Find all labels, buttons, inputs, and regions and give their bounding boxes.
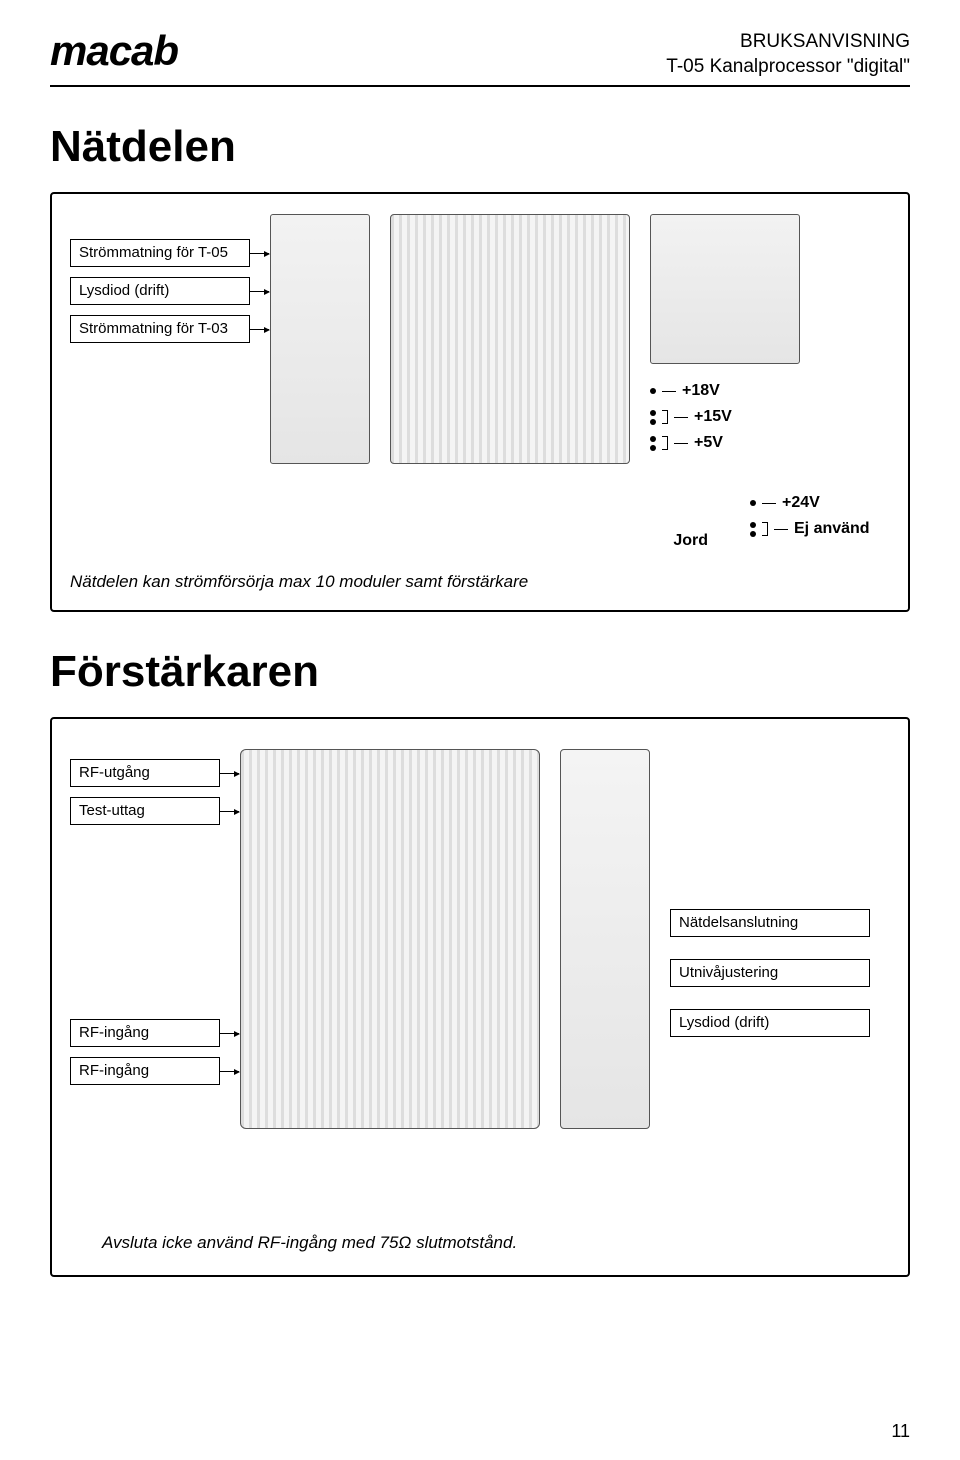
label-rf-in1: RF-ingång — [70, 1019, 220, 1047]
voltage-gnd: Jord — [673, 532, 708, 550]
label-rf-in2: RF-ingång — [70, 1057, 220, 1085]
label-psu-conn: Nätdelsanslutning — [670, 909, 870, 937]
voltage-5v: +5V — [694, 434, 723, 452]
diagram-psu-front — [270, 214, 370, 464]
label-level-adj: Utnivåjustering — [670, 959, 870, 987]
section-title-natdelen: Nätdelen — [50, 122, 910, 172]
voltage-24v: +24V — [782, 494, 820, 512]
panel-natdelen: Strömmatning för T-05 Lysdiod (drift) St… — [50, 192, 910, 612]
label-power-t03: Strömmatning för T-03 — [70, 315, 250, 343]
label-led-drift-amp-text: Lysdiod (drift) — [679, 1014, 769, 1031]
label-power-t05-text: Strömmatning för T-05 — [79, 244, 228, 261]
header-right: BRUKSANVISNING T-05 Kanalprocessor "digi… — [666, 30, 910, 79]
panel-forstarkaren: RF-utgång Test-uttag Nätdelsanslutning U… — [50, 717, 910, 1277]
page-header: macab BRUKSANVISNING T-05 Kanalprocessor… — [50, 30, 910, 87]
section-title-forstarkaren: Förstärkaren — [50, 647, 910, 697]
page-number: 11 — [891, 1421, 910, 1442]
labels-left: Strömmatning för T-05 Lysdiod (drift) St… — [70, 214, 250, 474]
label-psu-conn-text: Nätdelsanslutning — [679, 914, 798, 931]
forst-right-labels: Nätdelsanslutning Utnivåjustering Lysdio… — [670, 749, 870, 1129]
label-led-drift: Lysdiod (drift) — [70, 277, 250, 305]
arrow-icon — [249, 253, 269, 254]
forst-left-labels-bottom: RF-ingång RF-ingång — [70, 1019, 220, 1085]
diagram-psu-top — [390, 214, 630, 464]
label-test-out: Test-uttag — [70, 797, 220, 825]
voltage-15v: +15V — [694, 408, 732, 426]
voltage-block-lower: +24V Ej använd — [750, 494, 890, 538]
label-test-out-text: Test-uttag — [79, 802, 145, 819]
label-rf-out: RF-utgång — [70, 759, 220, 787]
arrow-icon — [249, 329, 269, 330]
arrow-icon — [219, 1071, 239, 1072]
label-level-adj-text: Utnivåjustering — [679, 964, 778, 981]
label-rf-in2-text: RF-ingång — [79, 1062, 149, 1079]
diagram-amp-top — [240, 749, 540, 1129]
diagram-amp-front — [560, 749, 650, 1129]
arrow-icon — [219, 811, 239, 812]
arrow-icon — [219, 1033, 239, 1034]
voltage-18v: +18V — [682, 382, 720, 400]
label-led-drift-text: Lysdiod (drift) — [79, 282, 169, 299]
label-rf-out-text: RF-utgång — [79, 764, 150, 781]
label-rf-in1-text: RF-ingång — [79, 1024, 149, 1041]
diagram-psu-iso — [650, 214, 800, 364]
arrow-icon — [219, 773, 239, 774]
voltage-unused: Ej använd — [794, 520, 870, 538]
doc-type: BRUKSANVISNING — [666, 30, 910, 55]
forst-caption: Avsluta icke använd RF-ingång med 75Ω sl… — [102, 1233, 517, 1253]
product-name: T-05 Kanalprocessor "digital" — [666, 55, 910, 80]
brand-logo: macab — [50, 30, 178, 72]
voltage-block-upper: +18V +15V +5V — [650, 376, 760, 452]
label-led-drift-amp: Lysdiod (drift) — [670, 1009, 870, 1037]
arrow-icon — [249, 291, 269, 292]
label-power-t03-text: Strömmatning för T-03 — [79, 320, 228, 337]
label-power-t05: Strömmatning för T-05 — [70, 239, 250, 267]
natdelen-caption: Nätdelen kan strömförsörja max 10 module… — [70, 572, 528, 592]
